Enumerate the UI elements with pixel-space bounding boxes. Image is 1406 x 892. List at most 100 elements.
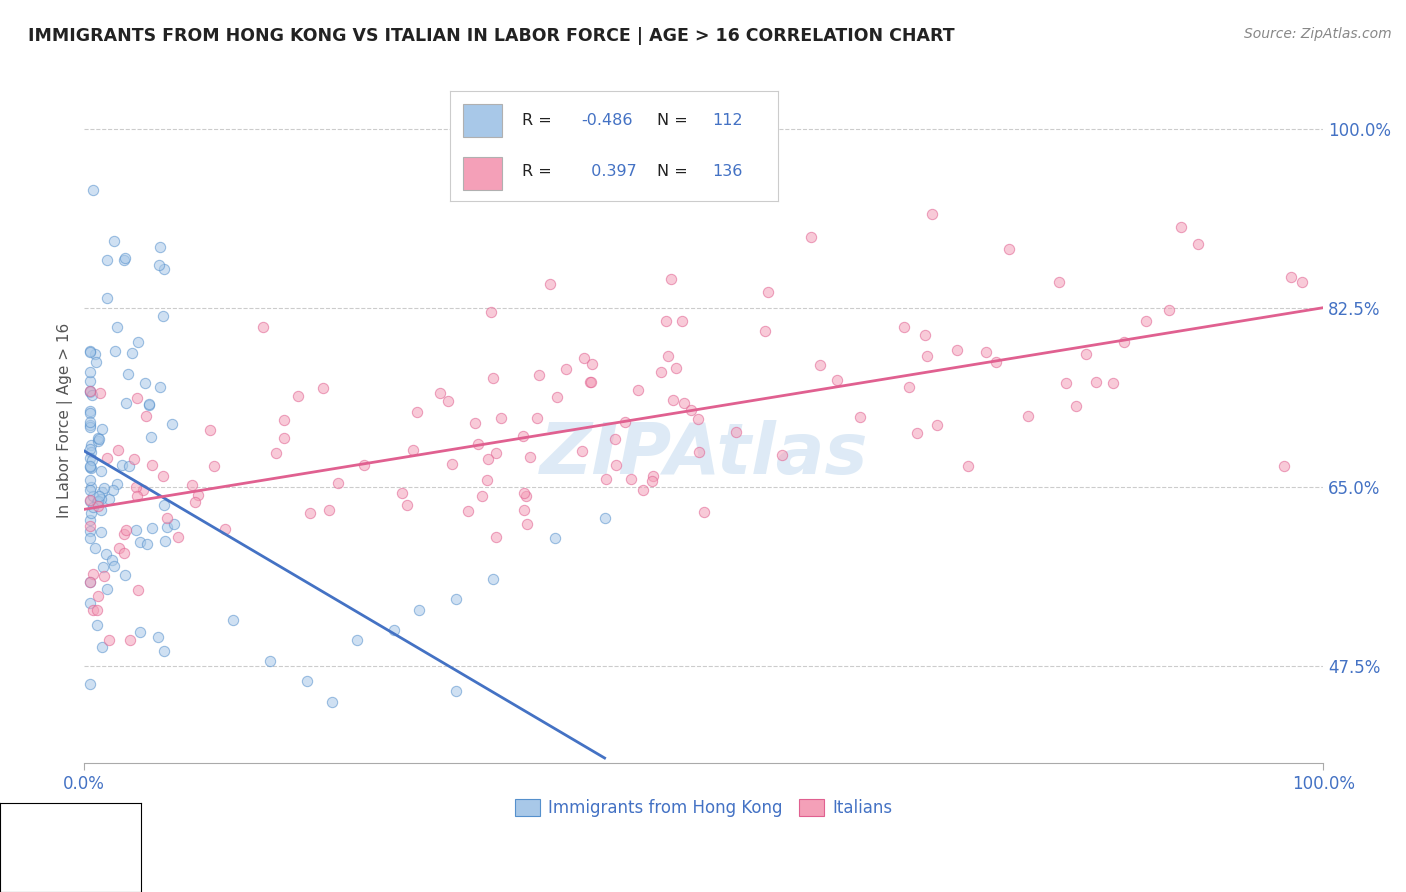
Point <box>571 444 593 458</box>
Point <box>686 412 709 426</box>
Point <box>198 423 221 437</box>
Point <box>156 511 179 525</box>
Point <box>98 633 121 648</box>
Point <box>112 527 135 541</box>
Point <box>167 530 190 544</box>
Text: IMMIGRANTS FROM HONG KONG VS ITALIAN IN LABOR FORCE | AGE > 16 CORRELATION CHART: IMMIGRANTS FROM HONG KONG VS ITALIAN IN … <box>28 27 955 45</box>
Point <box>396 498 419 512</box>
Point <box>526 411 548 425</box>
Point <box>82 388 104 402</box>
Point <box>156 520 179 534</box>
Point <box>83 347 105 361</box>
Point <box>482 572 505 586</box>
Point <box>825 373 848 387</box>
Point <box>479 305 502 319</box>
Point <box>429 386 451 401</box>
Point <box>90 491 112 506</box>
Point <box>579 376 602 390</box>
Point <box>79 442 101 456</box>
Point <box>79 483 101 497</box>
Point <box>103 234 125 248</box>
Point <box>79 406 101 420</box>
Point <box>112 252 135 267</box>
Point <box>80 480 103 494</box>
Point <box>516 517 538 532</box>
Point <box>391 486 413 500</box>
Point <box>613 415 636 429</box>
Point <box>89 386 111 401</box>
Point <box>107 476 129 491</box>
Point <box>138 399 160 413</box>
Point <box>572 351 595 366</box>
Point <box>800 230 823 244</box>
Point <box>605 458 627 472</box>
Point <box>87 434 110 448</box>
Point <box>259 654 281 668</box>
Point <box>1135 313 1157 327</box>
Point <box>117 367 139 381</box>
Point <box>79 459 101 474</box>
Point <box>112 545 135 559</box>
Point <box>512 503 534 517</box>
Point <box>457 504 479 518</box>
Point <box>79 345 101 359</box>
Point <box>183 495 205 509</box>
Point <box>444 684 467 698</box>
Point <box>84 541 107 555</box>
Point <box>125 480 148 494</box>
Point <box>96 252 118 267</box>
Point <box>79 524 101 538</box>
Point <box>214 522 236 536</box>
Point <box>482 371 505 385</box>
Point <box>96 582 118 596</box>
Point <box>544 531 567 545</box>
Point <box>848 409 870 424</box>
Point <box>287 389 309 403</box>
Point <box>808 358 831 372</box>
Point <box>299 506 322 520</box>
Point <box>101 483 124 498</box>
Point <box>129 534 152 549</box>
Point <box>627 383 650 397</box>
Point <box>87 489 110 503</box>
Point <box>1279 270 1302 285</box>
Point <box>671 313 693 327</box>
Point <box>90 503 112 517</box>
Point <box>135 409 157 423</box>
Point <box>96 292 118 306</box>
Point <box>127 489 149 503</box>
Point <box>82 490 104 504</box>
Point <box>79 418 101 433</box>
Point <box>97 491 120 506</box>
Point <box>1102 376 1125 391</box>
Point <box>125 391 148 405</box>
Point <box>925 417 948 432</box>
Point <box>519 450 541 465</box>
Point <box>475 473 498 487</box>
Point <box>125 523 148 537</box>
Point <box>318 502 340 516</box>
Point <box>80 438 103 452</box>
Point <box>82 603 104 617</box>
Point <box>984 355 1007 369</box>
Point <box>770 448 793 462</box>
Point <box>222 613 245 627</box>
Point <box>441 458 464 472</box>
Point <box>115 396 138 410</box>
Point <box>79 385 101 400</box>
Point <box>153 534 176 549</box>
Point <box>87 432 110 446</box>
Point <box>946 343 969 357</box>
Point <box>115 523 138 537</box>
Point <box>93 481 115 495</box>
Point <box>79 416 101 430</box>
Point <box>93 569 115 583</box>
Point <box>1170 219 1192 234</box>
Point <box>672 396 695 410</box>
Point <box>94 547 117 561</box>
Point <box>921 207 943 221</box>
Point <box>86 603 108 617</box>
Point <box>595 472 617 486</box>
Text: ZIPAtlas: ZIPAtlas <box>540 420 868 489</box>
Point <box>555 362 578 376</box>
